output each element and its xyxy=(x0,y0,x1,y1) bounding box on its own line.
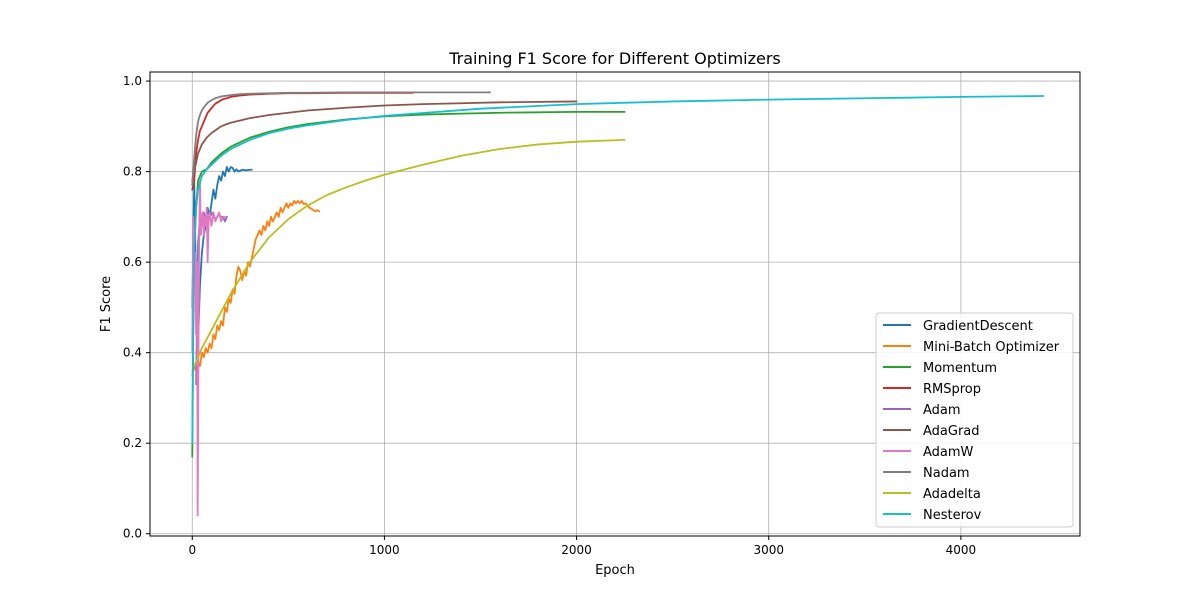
x-axis-ticks: 0 1000 2000 3000 4000 xyxy=(188,536,976,557)
legend-entry-adadelta: Adadelta xyxy=(923,487,981,502)
series-line-adamw xyxy=(191,179,226,517)
x-tick-label: 1000 xyxy=(369,543,400,557)
series-line-momentum xyxy=(191,110,626,458)
y-axis-label: F1 Score xyxy=(99,276,114,332)
x-tick-label: 2000 xyxy=(561,543,592,557)
series-lines xyxy=(191,91,1045,517)
legend-entry-adam: Adam xyxy=(923,403,961,418)
y-tick-label: 0.2 xyxy=(123,436,142,450)
y-tick-label: 0.6 xyxy=(123,255,142,269)
series-line-gradientdescent xyxy=(191,166,253,345)
legend-entry-adagrad: AdaGrad xyxy=(923,424,980,439)
y-axis-ticks: 0.0 0.2 0.4 0.6 0.8 1.0 xyxy=(123,74,150,541)
x-tick-label: 4000 xyxy=(946,543,977,557)
chart-title: Training F1 Score for Different Optimize… xyxy=(448,49,781,68)
y-tick-label: 0.8 xyxy=(123,165,142,179)
y-tick-label: 0.0 xyxy=(123,527,142,541)
legend-entry-gradientdescent: GradientDescent xyxy=(923,319,1033,334)
legend-entry-rmsprop: RMSprop xyxy=(923,382,981,397)
legend-entry-mini-batch-optimizer: Mini-Batch Optimizer xyxy=(923,340,1060,355)
series-line-nesterov xyxy=(191,95,1045,445)
x-tick-label: 0 xyxy=(188,543,196,557)
legend-box xyxy=(875,312,1074,528)
x-tick-label: 3000 xyxy=(753,543,784,557)
legend-entry-momentum: Momentum xyxy=(923,361,997,376)
series-line-adagrad xyxy=(191,100,578,182)
y-tick-label: 1.0 xyxy=(123,74,142,88)
plot-area-frame xyxy=(149,71,1081,537)
series-line-nadam xyxy=(191,91,491,187)
legend-entry-nadam: Nadam xyxy=(923,466,970,481)
legend-entry-adamw: AdamW xyxy=(923,445,974,460)
grid xyxy=(150,72,1080,536)
x-axis-label: Epoch xyxy=(595,563,635,578)
series-line-mini-batch-optimizer xyxy=(191,200,320,377)
y-tick-label: 0.4 xyxy=(123,346,142,360)
series-line-adadelta xyxy=(191,139,626,372)
legend: GradientDescent Mini-Batch Optimizer Momen… xyxy=(875,312,1074,528)
legend-entry-nesterov: Nesterov xyxy=(923,508,982,523)
